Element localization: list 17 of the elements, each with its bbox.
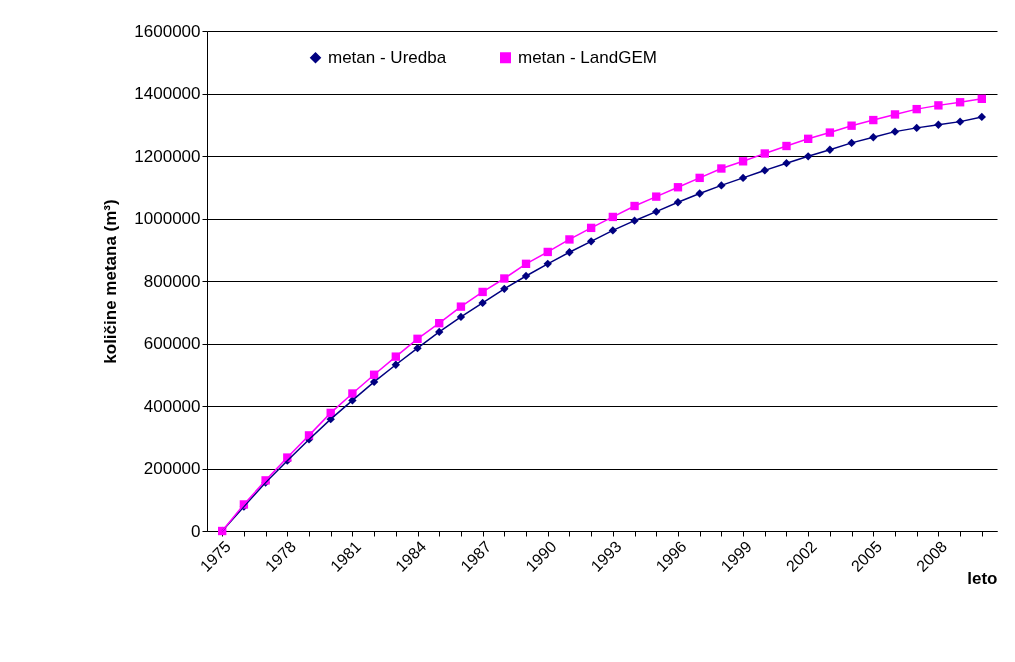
legend-label: metan - Uredba bbox=[328, 47, 447, 67]
x-axis-title: leto bbox=[967, 568, 998, 588]
y-tick-label: 1200000 bbox=[134, 146, 201, 166]
y-tick-label: 0 bbox=[191, 521, 201, 541]
y-tick-label: 200000 bbox=[143, 459, 201, 478]
y-tick-label: 600000 bbox=[143, 334, 201, 353]
y-tick-label: 800000 bbox=[143, 271, 201, 291]
y-axis-title: količine metana (m³) bbox=[101, 199, 121, 364]
point bbox=[565, 235, 574, 244]
y-tick-label: 1400000 bbox=[134, 84, 201, 103]
legend-label: metan - LandGEM bbox=[518, 47, 657, 67]
point bbox=[717, 164, 726, 173]
y-tick-label: 400000 bbox=[143, 396, 201, 416]
y-tick-label: 1600000 bbox=[134, 21, 201, 41]
point bbox=[934, 101, 943, 110]
y-tick-label: 1000000 bbox=[134, 209, 201, 228]
point bbox=[500, 274, 509, 283]
